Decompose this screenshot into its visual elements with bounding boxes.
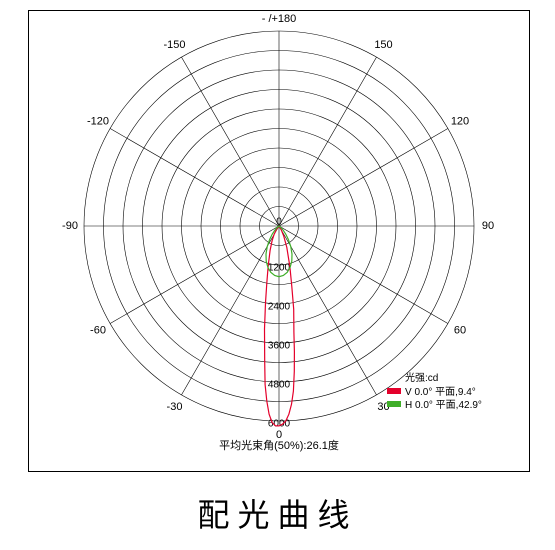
ring-label: 4800 (268, 380, 291, 391)
ring-label: 2400 (268, 302, 291, 313)
legend-label: V 0.0° 平面,9.4° (405, 387, 476, 398)
angle-label: -30 (167, 401, 183, 413)
chart-container: -150-120-90-60-300306090120150- /+180012… (0, 0, 555, 550)
angle-label: 120 (451, 115, 469, 127)
angle-label: 90 (482, 220, 494, 232)
angle-label: 60 (454, 324, 466, 336)
footer-label: 平均光束角(50%):26.1度 (219, 438, 339, 452)
legend-label: H 0.0° 平面,42.9° (405, 400, 482, 411)
series-V (265, 226, 295, 426)
ring-label: 3600 (268, 341, 291, 352)
legend-swatch (387, 401, 401, 407)
top-angle-label: - /+180 (262, 13, 297, 25)
angle-label: -120 (87, 115, 109, 127)
legend-swatch (387, 388, 401, 394)
legend-title: 光强:cd (405, 371, 438, 384)
angle-label: -90 (62, 220, 78, 232)
polar-chart: -150-120-90-60-300306090120150- /+180012… (29, 11, 529, 471)
angle-label: -60 (90, 324, 106, 336)
angle-label: 150 (374, 39, 392, 51)
angle-label: -150 (163, 39, 185, 51)
chart-frame: -150-120-90-60-300306090120150- /+180012… (28, 10, 530, 472)
chart-title: 配光曲线 (0, 490, 555, 536)
